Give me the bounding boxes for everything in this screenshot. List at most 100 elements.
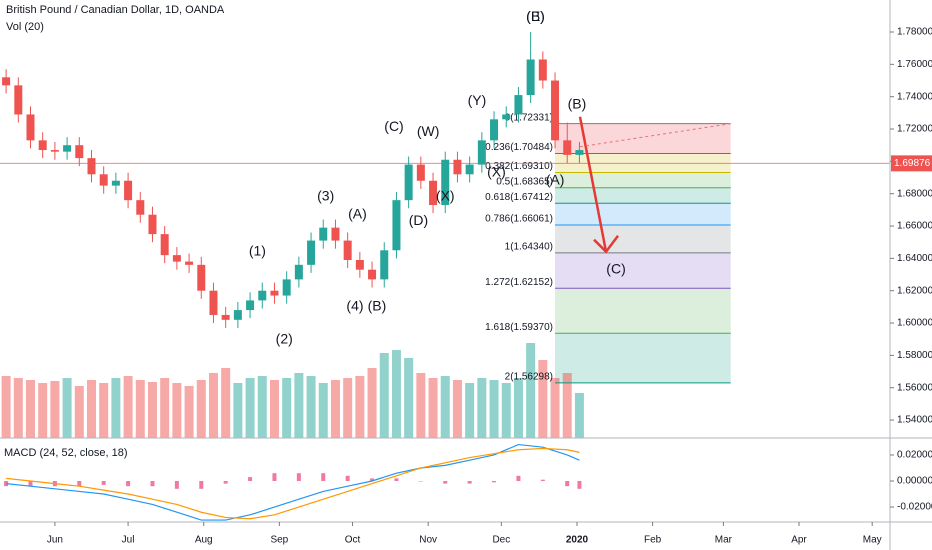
candle-body xyxy=(319,227,328,241)
volume-bar xyxy=(257,376,267,438)
volume-bar xyxy=(489,380,499,438)
macd-histogram xyxy=(516,475,521,481)
candle-body xyxy=(14,85,23,115)
fib-zone xyxy=(555,333,731,383)
macd-histogram xyxy=(77,481,82,487)
macd-line xyxy=(6,443,580,521)
fib-label: 1(1.64340) xyxy=(505,242,553,253)
fib-label: 2(1.56298) xyxy=(505,372,553,383)
x-tick-label: Sep xyxy=(270,535,288,546)
volume-bar xyxy=(391,350,401,438)
volume-bar xyxy=(538,360,548,438)
fib-label: 0.382(1.69310) xyxy=(485,161,553,172)
candle-body xyxy=(502,114,511,120)
wave-label: (3) xyxy=(317,188,334,204)
fib-label: 0(1.72331) xyxy=(505,112,553,123)
y-tick-label: 1.68000 xyxy=(897,188,932,199)
macd-histogram xyxy=(492,481,497,483)
volume-bar xyxy=(172,383,182,438)
volume-bar xyxy=(282,378,292,438)
candle-body xyxy=(209,290,218,315)
volume-bar xyxy=(355,376,365,438)
fib-zone xyxy=(555,225,731,253)
volume-bar xyxy=(25,380,35,438)
candle-body xyxy=(380,250,389,280)
candle-body xyxy=(246,300,255,311)
volume-bar xyxy=(233,383,243,438)
volume-bar xyxy=(367,368,377,438)
candle-body xyxy=(551,80,560,141)
volume-bar xyxy=(343,378,353,438)
fib-zone xyxy=(555,288,731,334)
candle-body xyxy=(404,164,413,201)
x-tick-label: Mar xyxy=(715,535,733,546)
fib-zone xyxy=(555,187,731,204)
candle-body xyxy=(538,59,547,81)
x-tick-label: May xyxy=(863,535,882,546)
macd-histogram xyxy=(394,478,399,481)
candle-body xyxy=(111,180,120,186)
y-tick-label: 1.62000 xyxy=(897,285,932,296)
volume-bar xyxy=(221,368,231,438)
macd-histogram xyxy=(223,481,228,484)
volume-bar xyxy=(62,378,72,438)
fib-zone xyxy=(555,172,731,188)
volume-bar xyxy=(160,378,170,438)
fib-label: 0.5(1.68365) xyxy=(496,176,553,187)
candle-body xyxy=(294,264,303,280)
macd-y-tick-label: 0.00000 xyxy=(897,476,932,487)
volume-bar xyxy=(184,386,194,438)
candle-body xyxy=(99,174,108,186)
wave-label: (E) xyxy=(526,8,545,24)
volume-bar xyxy=(306,376,316,438)
candle-body xyxy=(575,150,584,155)
volume-bar xyxy=(318,383,328,438)
fib-zone xyxy=(555,252,731,289)
macd-histogram xyxy=(126,481,131,487)
candle-body xyxy=(441,159,450,206)
candle-body xyxy=(258,290,267,301)
last-price-box xyxy=(891,155,932,172)
candle-body xyxy=(136,200,145,215)
volume-bar xyxy=(111,378,121,438)
wave-label: (A) xyxy=(348,205,367,221)
macd-y-tick-label: 0.02000 xyxy=(897,450,932,461)
x-tick-label: Apr xyxy=(791,535,807,546)
macd-y-tick-label: -0.02000 xyxy=(897,502,932,513)
candle-body xyxy=(526,59,535,96)
wave-label: (C) xyxy=(384,118,403,134)
macd-histogram xyxy=(272,473,277,481)
volume-bar xyxy=(477,378,487,438)
wave-label: (4) xyxy=(346,298,363,314)
wave-label: (X) xyxy=(487,163,506,179)
candle-body xyxy=(172,255,181,262)
candle-body xyxy=(87,158,96,175)
x-tick-label: Dec xyxy=(492,535,510,546)
volume-bar xyxy=(416,373,426,438)
macd-histogram xyxy=(467,481,472,484)
volume-bar xyxy=(269,380,279,438)
wave-label: (D) xyxy=(409,212,428,228)
fib-label: 1.618(1.59370) xyxy=(485,322,553,333)
x-tick-label: Jun xyxy=(47,535,63,546)
volume-bar xyxy=(574,393,584,438)
volume-bar xyxy=(452,380,462,438)
projection-arrow xyxy=(578,116,608,252)
fib-zone xyxy=(555,203,731,226)
projection-arrowhead xyxy=(593,234,620,254)
y-tick-label: 1.60000 xyxy=(897,318,932,329)
volume-bar xyxy=(513,378,523,438)
wave-label: (B) xyxy=(368,298,387,314)
y-tick-label: 1.56000 xyxy=(897,382,932,393)
candle-body xyxy=(282,279,291,296)
volume-bar xyxy=(1,376,11,438)
macd-histogram xyxy=(248,477,253,481)
x-tick-label: Oct xyxy=(345,535,361,546)
macd-histogram xyxy=(540,479,545,481)
macd-histogram xyxy=(199,481,204,489)
volume-bar xyxy=(428,378,438,438)
candle-body xyxy=(148,214,157,235)
wave-label: (C) xyxy=(606,260,625,276)
candle-body xyxy=(453,159,462,175)
volume-bar xyxy=(196,380,206,438)
